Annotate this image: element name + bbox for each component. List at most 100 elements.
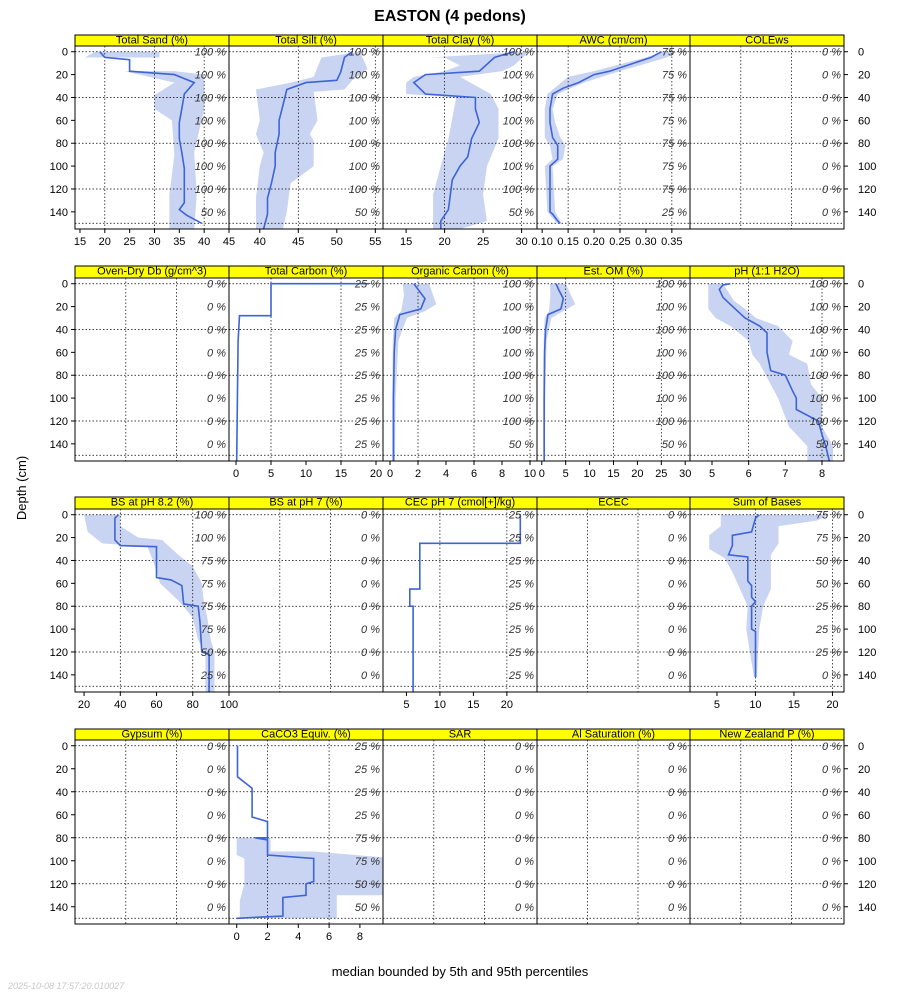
coverage-label: 75 % — [201, 601, 226, 613]
panel-frame — [228, 508, 384, 693]
panel-est-om: Est. OM (%) 100 % 100 % 100 % 100 % 100 % 100 … — [536, 265, 691, 480]
coverage-label: 100 % — [810, 324, 841, 336]
coverage-label: 50 % — [662, 439, 687, 451]
y-tick-label: 100 — [858, 624, 876, 636]
percentile-band — [708, 283, 833, 461]
x-tick-label: 10 — [434, 699, 446, 711]
coverage-label: 0 % — [207, 833, 226, 845]
y-tick-label: 140 — [50, 207, 68, 219]
coverage-label: 75 % — [201, 555, 226, 567]
y-tick-label: 120 — [50, 647, 68, 659]
coverage-label: 25 % — [508, 601, 534, 613]
y-tick-label: 100 — [50, 161, 68, 173]
median-line — [262, 51, 353, 229]
panel-strip-label: Oven-Dry Db (g/cm^3) — [97, 266, 207, 278]
x-tick-label: 25 — [655, 468, 667, 480]
y-tick-label: 20 — [56, 70, 68, 82]
x-tick-label: 80 — [187, 699, 199, 711]
x-tick-label: 35 — [173, 236, 185, 248]
coverage-label: 100 % — [349, 184, 380, 196]
coverage-label: 75 % — [816, 510, 841, 522]
y-tick-label: 80 — [858, 601, 870, 613]
y-tick-label: 20 — [858, 764, 870, 776]
coverage-label: 100 % — [195, 184, 226, 196]
x-tick-label: 15 — [788, 699, 800, 711]
panel-caco3-equiv: CaCO3 Equiv. (%)25 %25 %25 %25 %75 %75 %… — [228, 728, 384, 943]
panel-frame — [689, 739, 845, 925]
x-tick-label: 6 — [326, 931, 332, 943]
coverage-label: 0 % — [207, 902, 226, 914]
coverage-label: 0 % — [822, 138, 841, 150]
coverage-label: 0 % — [207, 741, 226, 753]
y-axis-title: Depth (cm) — [14, 456, 29, 520]
y-tick-label: 40 — [858, 92, 870, 104]
panel-strip-label: Gypsum (%) — [121, 729, 182, 741]
coverage-label: 25 % — [508, 510, 534, 522]
x-tick-label: 5 — [709, 468, 715, 480]
panel-total-silt: Total Silt (%) 100 % 100 % 100 % 100 % 100 % 1… — [228, 34, 384, 248]
coverage-label: 25 % — [354, 787, 380, 799]
x-tick-label: 55 — [369, 236, 381, 248]
y-tick-label: 40 — [56, 324, 68, 336]
x-tick-label: 45 — [292, 236, 304, 248]
x-tick-label: 40 — [198, 236, 210, 248]
y-tick-label: 0 — [858, 47, 864, 59]
coverage-label: 75 % — [662, 92, 687, 104]
panel-strip-label: Organic Carbon (%) — [411, 266, 509, 278]
coverage-label: 0 % — [207, 764, 226, 776]
x-tick-label: 100 — [220, 699, 238, 711]
coverage-label: 75 % — [816, 533, 841, 545]
coverage-label: 100 % — [503, 324, 534, 336]
coverage-label: 100 % — [503, 370, 534, 382]
coverage-label: 0 % — [515, 764, 534, 776]
coverage-label: 0 % — [207, 439, 226, 451]
coverage-label: 75 % — [201, 578, 226, 590]
x-tick-label: 5 — [268, 468, 274, 480]
coverage-label: 0 % — [822, 207, 841, 219]
coverage-label: 0 % — [822, 70, 841, 82]
y-tick-label: 60 — [858, 347, 870, 359]
y-tick-label: 60 — [56, 347, 68, 359]
panel-strip-label: Al Saturation (%) — [572, 729, 655, 741]
percentile-band — [406, 51, 530, 229]
coverage-label: 25 % — [354, 416, 380, 428]
coverage-label: 25 % — [815, 601, 841, 613]
coverage-label: 50 % — [355, 207, 380, 219]
y-tick-label: 0 — [62, 279, 68, 291]
coverage-label: 100 % — [503, 115, 534, 127]
panel-al-saturation: Al Saturation (%) 0 % 0 % 0 % 0 % 0 % 0 % 0 % 0 … — [536, 728, 691, 925]
coverage-label: 25 % — [354, 741, 380, 753]
x-tick-label: 8 — [357, 931, 363, 943]
coverage-label: 25 % — [661, 207, 687, 219]
y-tick-label: 80 — [56, 833, 68, 845]
x-tick-label: 15 — [74, 236, 86, 248]
y-tick-label: 60 — [56, 578, 68, 590]
coverage-label: 0 % — [515, 787, 534, 799]
coverage-label: 0 % — [207, 347, 226, 359]
coverage-label: 25 % — [508, 624, 534, 636]
y-tick-label: 40 — [56, 555, 68, 567]
x-tick-label: 4 — [295, 931, 301, 943]
coverage-label: 25 % — [354, 279, 380, 291]
panel-oven-dry-db-g-cm-3: Oven-Dry Db (g/cm^3)0 %0 %0 %0 %0 %0 %0 … — [50, 265, 230, 462]
coverage-label: 100 % — [195, 533, 226, 545]
panel-strip-label: Sum of Bases — [733, 497, 802, 509]
x-tick-label: 15 — [467, 699, 479, 711]
coverage-label: 0 % — [668, 510, 687, 522]
median-line — [409, 514, 522, 692]
coverage-label: 0 % — [361, 510, 380, 522]
coverage-label: 50 % — [201, 647, 226, 659]
x-tick-label: 50 — [331, 236, 343, 248]
coverage-label: 0 % — [207, 856, 226, 868]
coverage-label: 25 % — [508, 578, 534, 590]
median-line — [99, 51, 203, 225]
y-tick-label: 20 — [56, 302, 68, 314]
panel-frame — [689, 277, 845, 462]
y-tick-label: 60 — [56, 115, 68, 127]
x-tick-label: 10 — [300, 468, 312, 480]
x-tick-label: 20 — [826, 699, 838, 711]
y-tick-label: 0 — [62, 47, 68, 59]
chart-title: EASTON (4 pedons) — [374, 8, 526, 25]
coverage-label: 0 % — [822, 47, 841, 59]
